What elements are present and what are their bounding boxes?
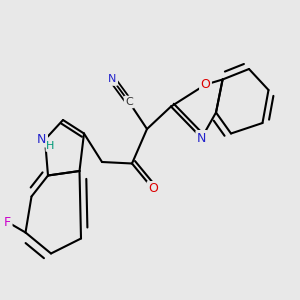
Text: N: N bbox=[197, 131, 206, 145]
Text: H: H bbox=[46, 141, 55, 151]
Text: C: C bbox=[125, 97, 133, 107]
Text: O: O bbox=[148, 182, 158, 196]
Text: N: N bbox=[37, 133, 46, 146]
Text: O: O bbox=[201, 78, 210, 91]
Text: N: N bbox=[108, 74, 117, 85]
Text: F: F bbox=[4, 215, 11, 229]
